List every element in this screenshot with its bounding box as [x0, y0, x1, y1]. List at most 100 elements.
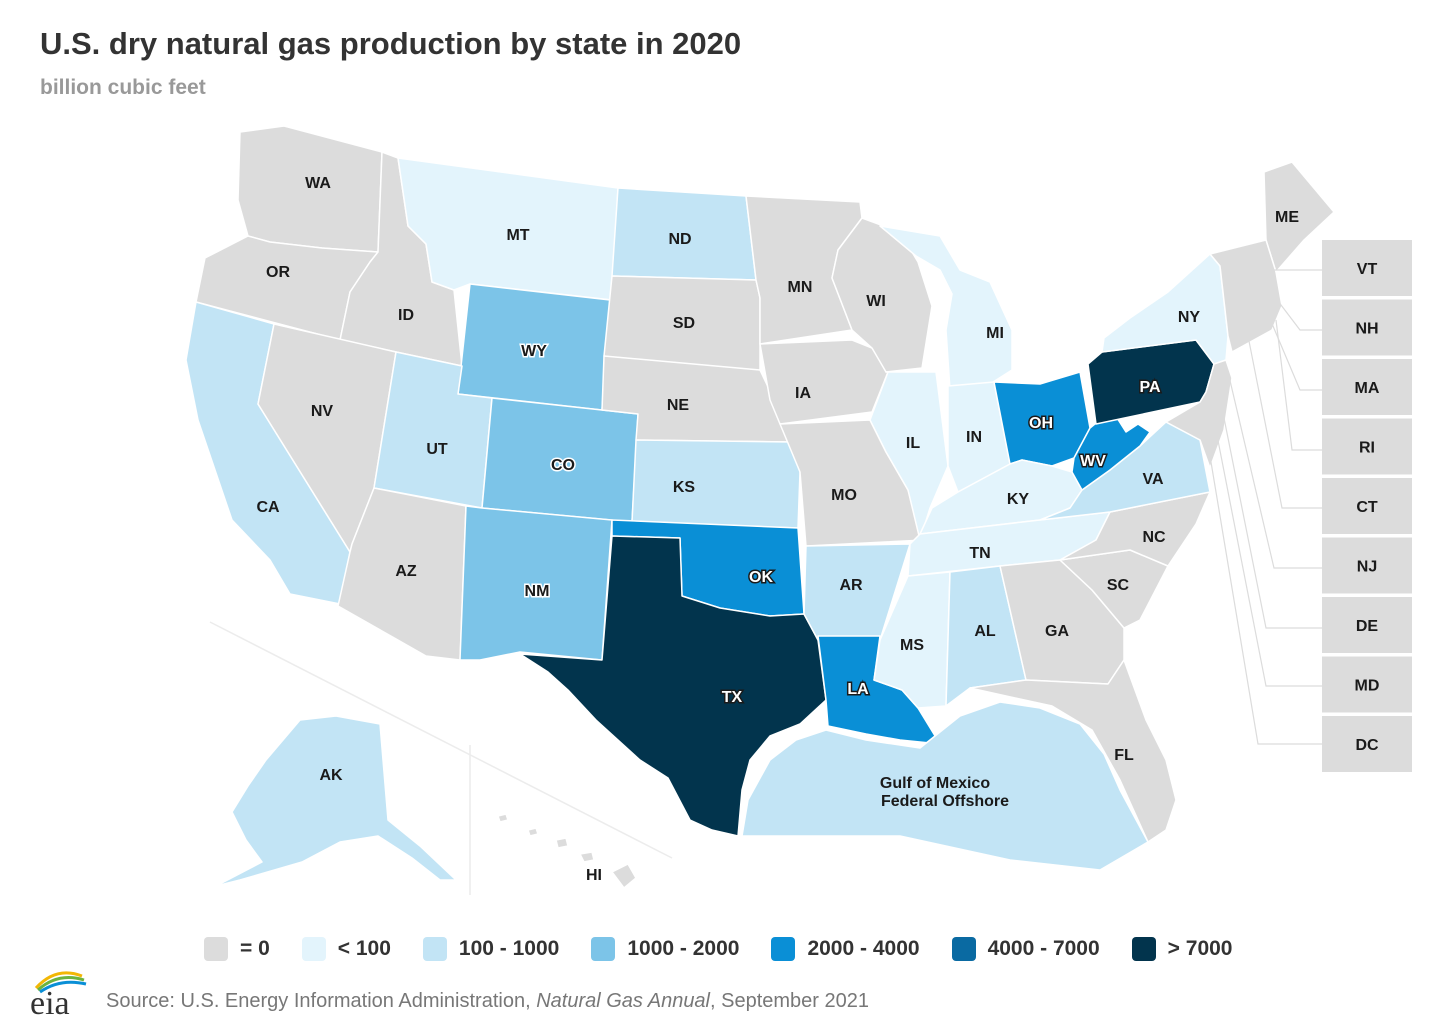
legend-swatch [301, 937, 326, 961]
state-box-NH[interactable] [1322, 299, 1412, 356]
label-KS: KS [673, 479, 696, 496]
label-TX: TX [722, 689, 743, 706]
label-IN: IN [966, 429, 982, 446]
state-box-MA[interactable] [1322, 359, 1412, 415]
label-WI: WI [866, 293, 886, 310]
state-KS[interactable] [631, 439, 801, 529]
label-RI: RI [1359, 440, 1375, 457]
inset-separator [209, 621, 673, 859]
label-HI: HI [586, 867, 602, 884]
label-MI: MI [986, 325, 1004, 342]
label-AR: AR [839, 577, 863, 594]
label-AK: AK [319, 767, 343, 784]
state-NM[interactable] [459, 505, 613, 661]
label-MD: MD [1355, 678, 1380, 695]
label-IA: IA [795, 385, 811, 402]
label-DC: DC [1355, 737, 1379, 754]
state-TX[interactable] [519, 535, 827, 837]
legend-swatch [591, 937, 616, 961]
label-VA: VA [1142, 471, 1163, 488]
label-LA: LA [847, 681, 869, 698]
label-SC: SC [1107, 577, 1130, 594]
label-OR: OR [266, 264, 290, 281]
label-MN: MN [788, 279, 813, 296]
state-labels: WA OR CA ID NV MT WY UT AZ CO NM ND SD N… [256, 175, 1299, 884]
legend-item: 1000 - 2000 [591, 937, 739, 961]
source-suffix: , September 2021 [710, 990, 870, 1012]
label-ND: ND [668, 231, 691, 248]
source-italic: Natural Gas Annual [536, 990, 711, 1012]
label-MS: MS [900, 637, 924, 654]
label-OK: OK [749, 569, 773, 586]
state-NE-region [1209, 239, 1283, 353]
label-NC: NC [1142, 529, 1166, 546]
legend-label: = 0 [240, 937, 270, 960]
legend-swatch [771, 937, 796, 961]
state-MS[interactable] [873, 571, 951, 709]
label-IL: IL [906, 435, 920, 452]
label-NM: NM [525, 583, 550, 600]
label-MA: MA [1355, 380, 1380, 397]
source-prefix: Source: U.S. Energy Information Administ… [106, 990, 537, 1012]
label-ID: ID [398, 307, 414, 324]
label-NE: NE [667, 397, 690, 414]
source-note: Source: U.S. Energy Information Administ… [106, 990, 869, 1013]
state-HI[interactable] [497, 813, 637, 889]
state-IA[interactable] [759, 339, 889, 425]
state-AK[interactable] [215, 715, 457, 887]
state-box-DE[interactable] [1322, 597, 1412, 653]
label-NH: NH [1355, 321, 1378, 338]
legend: = 0 < 100 100 - 1000 1000 - 2000 2000 - 4000… [204, 934, 1265, 964]
legend-swatch [422, 937, 447, 961]
legend-item: 100 - 1000 [422, 937, 560, 961]
label-WV: WV [1080, 453, 1106, 470]
label-SD: SD [673, 315, 695, 332]
label-VT: VT [1357, 261, 1378, 278]
label-WA: WA [305, 175, 331, 192]
label-MT: MT [506, 227, 529, 244]
label-gulf-line1: Gulf of Mexico [880, 775, 990, 792]
state-FL[interactable] [969, 659, 1177, 843]
legend-item: < 100 [301, 937, 391, 961]
legend-item: > 7000 [1131, 937, 1233, 961]
state-MD-DE-NJ-region [1165, 359, 1233, 469]
label-UT: UT [426, 441, 448, 458]
legend-label: > 7000 [1167, 937, 1233, 960]
state-box-DC[interactable] [1322, 716, 1412, 772]
legend-swatch [1131, 937, 1156, 961]
label-gulf-line2: Federal Offshore [881, 793, 1009, 810]
legend-label: 4000 - 7000 [987, 937, 1100, 960]
label-PA: PA [1139, 379, 1160, 396]
label-NV: NV [311, 403, 334, 420]
state-box-NJ[interactable] [1322, 537, 1412, 594]
legend-swatch [204, 937, 228, 961]
state-box-MD[interactable] [1322, 656, 1412, 713]
label-CA: CA [256, 499, 280, 516]
legend-label: 100 - 1000 [458, 937, 560, 960]
state-box-VT[interactable] [1322, 240, 1412, 296]
state-box-RI[interactable] [1322, 418, 1412, 475]
legend-item: 4000 - 7000 [951, 937, 1100, 961]
label-CO: CO [551, 457, 575, 474]
state-box-CT[interactable] [1322, 478, 1412, 534]
label-KY: KY [1007, 491, 1030, 508]
state-IL[interactable] [869, 371, 949, 541]
eia-logo: eia [26, 966, 92, 1022]
label-FL: FL [1114, 747, 1134, 764]
legend-label: < 100 [337, 937, 391, 960]
map-subtitle: billion cubic feet [40, 76, 206, 99]
label-OH: OH [1029, 415, 1053, 432]
legend-swatch [951, 937, 976, 961]
legend-item: 2000 - 4000 [771, 937, 920, 961]
label-AL: AL [974, 623, 996, 640]
label-CT: CT [1356, 499, 1378, 516]
label-MO: MO [831, 487, 857, 504]
label-NJ: NJ [1357, 559, 1377, 576]
label-TN: TN [969, 545, 990, 562]
label-DE: DE [1356, 618, 1379, 635]
state-NC[interactable] [1059, 491, 1211, 567]
region-gulf-of-mexico[interactable] [741, 701, 1149, 871]
leader-lines [1205, 269, 1322, 745]
legend-item: = 0 [204, 937, 270, 961]
